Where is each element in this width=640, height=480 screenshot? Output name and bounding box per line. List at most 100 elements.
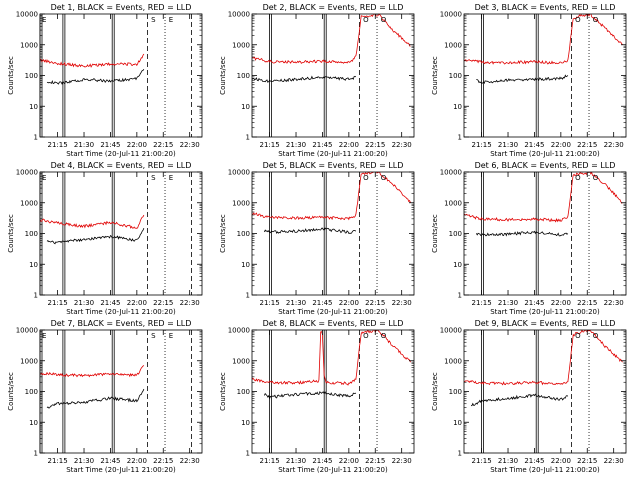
- y-tick-label: 1000: [444, 41, 462, 49]
- y-tick-label: 10: [453, 103, 462, 111]
- panel-det-3: Det 3, BLACK = Events, RED = LLD O O 1 10 100…: [431, 3, 627, 158]
- lld-series-line: [252, 14, 411, 64]
- lld-series-line: [40, 365, 145, 378]
- x-axis-title: Start Time (20-Jul-11 21:00:20): [278, 308, 388, 316]
- annotation-label: O: [363, 332, 369, 340]
- y-tick-label: 10: [453, 261, 462, 269]
- y-tick-label: 1: [458, 292, 462, 300]
- y-tick-label: 1000: [232, 199, 250, 207]
- x-tick-label: 21:15: [472, 299, 492, 307]
- x-axis-title: Start Time (20-Jul-11 21:00:20): [66, 150, 176, 158]
- panel-det-9: Det 9, BLACK = Events, RED = LLD O O 1 10 100…: [431, 319, 627, 474]
- x-tick-label: 22:00: [127, 141, 147, 149]
- annotation-label: O: [363, 16, 369, 24]
- x-tick-label: 21:45: [100, 141, 120, 149]
- x-tick-label: 22:00: [127, 299, 147, 307]
- x-tick-label: 21:45: [312, 141, 332, 149]
- x-tick-label: 22:15: [577, 457, 597, 465]
- annotation-label: S: [151, 332, 156, 340]
- panel-det-5: Det 5, BLACK = Events, RED = LLD O O 1 10 100…: [219, 161, 415, 316]
- annotation-label: O: [575, 174, 581, 182]
- x-axis-title: Start Time (20-Jul-11 21:00:20): [490, 150, 600, 158]
- y-tick-label: 10000: [16, 327, 38, 335]
- x-axis-title: Start Time (20-Jul-11 21:00:20): [490, 466, 600, 474]
- panel-title: Det 4, BLACK = Events, RED = LLD: [51, 161, 192, 170]
- panel-det-2: Det 2, BLACK = Events, RED = LLD O O 1 10 100…: [219, 3, 415, 158]
- plot-frame: [39, 13, 203, 138]
- plot-frame: [251, 171, 415, 296]
- plot-frame: [251, 13, 415, 138]
- x-tick-label: 21:15: [472, 141, 492, 149]
- plot-frame: [463, 171, 627, 296]
- y-axis-title: Counts/sec: [431, 214, 439, 253]
- events-series-line: [476, 74, 569, 84]
- y-axis-title: Counts/sec: [7, 56, 15, 95]
- plot-frame: [251, 329, 415, 454]
- x-tick-label: 21:30: [286, 457, 306, 465]
- x-tick-label: 21:15: [48, 141, 68, 149]
- x-tick-label: 21:15: [260, 457, 280, 465]
- annotation-label: E: [169, 16, 173, 24]
- y-tick-label: 10: [241, 261, 250, 269]
- x-tick-label: 22:00: [339, 457, 359, 465]
- annotation-label: S: [151, 174, 156, 182]
- y-axis-title: Counts/sec: [7, 372, 15, 411]
- x-tick-label: 22:30: [604, 457, 624, 465]
- x-tick-label: 22:30: [392, 457, 412, 465]
- events-series-line: [470, 393, 569, 407]
- y-axis-title: Counts/sec: [219, 214, 227, 253]
- y-tick-label: 10000: [16, 11, 38, 19]
- y-axis-title: Counts/sec: [219, 56, 227, 95]
- x-tick-label: 22:15: [153, 299, 173, 307]
- y-tick-label: 10000: [440, 11, 462, 19]
- x-tick-label: 22:30: [180, 457, 200, 465]
- panel-title: Det 2, BLACK = Events, RED = LLD: [263, 3, 404, 12]
- annotation-label: S: [151, 16, 156, 24]
- x-tick-label: 21:45: [100, 299, 120, 307]
- x-tick-label: 22:30: [604, 299, 624, 307]
- plot-frame: [39, 171, 203, 296]
- x-tick-label: 21:15: [48, 299, 68, 307]
- x-tick-label: 22:00: [339, 299, 359, 307]
- panel-det-1: Det 1, BLACK = Events, RED = LLD E S E 1 10 10…: [7, 3, 203, 158]
- x-tick-label: 22:00: [339, 141, 359, 149]
- events-series-line: [46, 227, 145, 245]
- panel-title: Det 9, BLACK = Events, RED = LLD: [475, 319, 616, 328]
- y-tick-label: 1000: [444, 199, 462, 207]
- y-tick-label: 1: [246, 292, 250, 300]
- x-tick-label: 21:45: [524, 457, 544, 465]
- x-tick-label: 21:30: [498, 299, 518, 307]
- y-tick-label: 1000: [232, 357, 250, 365]
- y-tick-label: 100: [237, 230, 250, 238]
- panel-det-8: Det 8, BLACK = Events, RED = LLD O O 1 10 100…: [219, 319, 415, 474]
- y-tick-label: 10: [29, 261, 38, 269]
- x-tick-label: 22:15: [153, 141, 173, 149]
- y-tick-label: 1000: [232, 41, 250, 49]
- y-tick-label: 100: [237, 388, 250, 396]
- panel-det-7: Det 7, BLACK = Events, RED = LLD E S E 1 10 10…: [7, 319, 203, 474]
- y-tick-label: 1: [458, 134, 462, 142]
- lld-series-line: [464, 172, 623, 223]
- lld-series-line: [252, 330, 411, 386]
- y-tick-label: 100: [237, 72, 250, 80]
- x-tick-label: 21:15: [260, 141, 280, 149]
- annotation-label: O: [575, 332, 581, 340]
- x-tick-label: 22:15: [365, 457, 385, 465]
- y-tick-label: 10000: [228, 327, 250, 335]
- annotation-label: E: [42, 174, 46, 182]
- x-tick-label: 21:45: [524, 141, 544, 149]
- x-tick-label: 21:30: [286, 141, 306, 149]
- x-tick-label: 22:00: [551, 141, 571, 149]
- y-tick-label: 1: [34, 292, 38, 300]
- annotation-label: O: [381, 16, 387, 24]
- x-axis-title: Start Time (20-Jul-11 21:00:20): [490, 308, 600, 316]
- events-series-line: [46, 388, 145, 409]
- events-series-line: [252, 75, 357, 83]
- x-tick-label: 21:30: [498, 141, 518, 149]
- x-tick-label: 22:30: [180, 141, 200, 149]
- x-tick-label: 21:45: [312, 457, 332, 465]
- x-axis-title: Start Time (20-Jul-11 21:00:20): [278, 150, 388, 158]
- x-tick-label: 22:00: [551, 299, 571, 307]
- x-tick-label: 21:45: [524, 299, 544, 307]
